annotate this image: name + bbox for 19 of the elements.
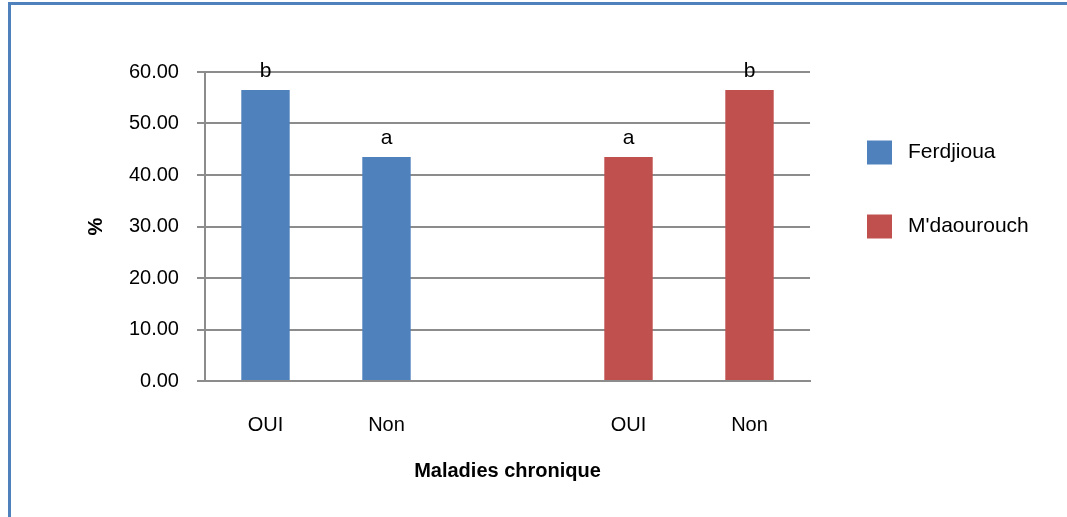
x-tick-label: Non: [368, 412, 405, 435]
y-tick-label: 60.00: [128, 59, 179, 82]
x-axis-title: Maladies chronique: [414, 458, 601, 481]
data-label: a: [622, 125, 635, 149]
x-tick-label: Non: [731, 412, 768, 435]
y-tick-label: 20.00: [128, 265, 179, 288]
y-tick-label: 40.00: [128, 162, 179, 185]
legend-label: M'daourouch: [908, 213, 1029, 237]
y-tick-label: 50.00: [128, 111, 179, 134]
data-label: b: [259, 58, 272, 82]
x-tick-label: OUI: [610, 412, 647, 435]
y-tick-label: 0.00: [140, 368, 179, 391]
x-tick-label: OUI: [247, 412, 284, 435]
y-tick-label: 30.00: [128, 214, 179, 237]
y-axis-title: %: [83, 217, 106, 236]
y-tick-label: 10.00: [128, 317, 179, 340]
data-label: a: [380, 125, 393, 149]
data-label: b: [743, 58, 756, 82]
legend-label: Ferdjioua: [908, 139, 996, 163]
